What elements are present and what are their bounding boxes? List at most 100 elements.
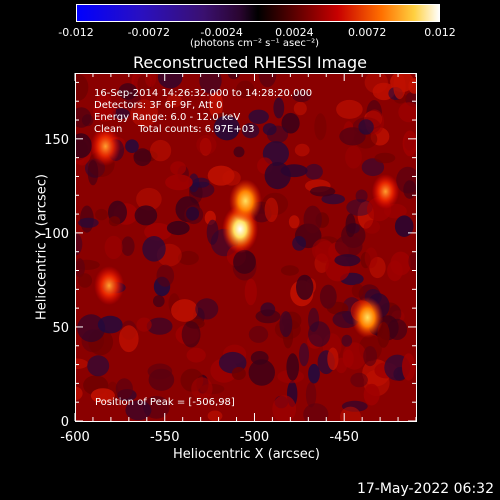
emission-source [229, 179, 262, 223]
background-texture [95, 208, 108, 221]
background-texture [408, 252, 416, 271]
background-texture [108, 216, 121, 227]
background-texture [363, 220, 380, 234]
background-texture [150, 139, 172, 162]
emission-source [351, 297, 384, 338]
background-texture [303, 403, 329, 421]
background-texture [75, 107, 92, 128]
background-texture [286, 353, 300, 381]
emission-source [94, 266, 125, 306]
background-texture [130, 99, 159, 127]
colorbar-tick-label: 0.0024 [275, 26, 314, 39]
background-texture [206, 219, 219, 245]
background-texture [339, 127, 366, 146]
background-texture [95, 93, 113, 120]
x-tick-label: -450 [329, 430, 359, 445]
background-texture [207, 410, 223, 421]
background-texture [97, 315, 123, 334]
background-texture [118, 83, 138, 100]
background-texture [248, 109, 269, 125]
heatmap-image [75, 73, 416, 421]
background-texture [199, 137, 212, 156]
background-texture [279, 311, 293, 338]
background-texture [75, 133, 92, 158]
background-texture [255, 309, 281, 324]
background-texture [77, 314, 106, 343]
chart-title: Reconstructed RHESSI Image [133, 53, 367, 72]
background-texture [345, 213, 356, 238]
background-texture [292, 90, 311, 103]
background-texture [188, 173, 200, 193]
background-texture [213, 115, 240, 141]
background-texture [148, 368, 175, 391]
background-texture [125, 139, 139, 153]
x-tick-label: -500 [240, 430, 270, 445]
background-texture [341, 334, 353, 347]
x-tick-label: -600 [60, 430, 90, 445]
background-texture [308, 307, 320, 332]
background-texture [310, 186, 336, 197]
background-texture [136, 317, 152, 332]
colorbar-tick-label: -0.0024 [200, 26, 243, 39]
background-texture [87, 160, 99, 186]
background-texture [104, 235, 123, 260]
background-texture [125, 400, 152, 421]
background-texture [402, 130, 416, 157]
background-texture [181, 321, 201, 348]
background-texture [402, 353, 416, 381]
background-texture [191, 377, 213, 401]
background-texture [233, 249, 256, 274]
background-texture [398, 102, 416, 123]
background-texture [358, 119, 374, 135]
background-texture [394, 215, 414, 237]
background-texture [321, 193, 346, 205]
background-texture [272, 395, 297, 421]
emission-source [90, 126, 121, 166]
background-texture [363, 383, 380, 406]
background-texture [308, 363, 320, 384]
background-texture [281, 112, 300, 134]
background-texture [342, 349, 354, 368]
background-texture [165, 174, 193, 191]
background-texture [170, 161, 187, 176]
background-texture [393, 73, 406, 100]
background-texture [346, 199, 373, 216]
background-texture [327, 347, 339, 371]
background-texture [364, 247, 378, 269]
background-texture [233, 146, 245, 158]
background-texture [236, 80, 255, 99]
y-tick-label: 100 [44, 227, 69, 242]
y-tick-label: 50 [52, 321, 69, 336]
background-texture [195, 298, 219, 320]
background-texture [299, 343, 309, 367]
y-tick-label: 150 [44, 133, 69, 148]
background-texture [112, 108, 130, 120]
background-texture [146, 317, 173, 335]
x-axis-label: Heliocentric X (arcsec) [173, 447, 320, 462]
background-texture [296, 274, 314, 300]
background-texture [336, 99, 363, 119]
background-texture [355, 189, 368, 203]
background-texture [244, 278, 257, 306]
background-texture [350, 372, 368, 388]
annotation-energy: Energy Range: 6.0 - 12.0 keV [94, 112, 241, 123]
colorbar-tick-label: -0.012 [58, 26, 94, 39]
background-texture [186, 206, 200, 221]
background-texture [248, 325, 269, 343]
background-texture [280, 265, 299, 276]
background-texture [121, 236, 135, 256]
background-texture [196, 135, 217, 155]
background-texture [340, 406, 361, 421]
colorbar-tick-label: 0.012 [424, 26, 456, 39]
background-texture [166, 94, 182, 108]
colorbar-tick-label: -0.0072 [127, 26, 171, 39]
background-texture [248, 359, 275, 386]
background-texture [351, 283, 364, 298]
plot-frame [75, 73, 417, 422]
timestamp: 17-May-2022 06:32 [356, 481, 494, 497]
background-texture [288, 215, 300, 229]
background-texture [305, 381, 317, 408]
background-texture [403, 180, 416, 199]
background-texture [75, 232, 83, 256]
background-texture [266, 125, 289, 144]
